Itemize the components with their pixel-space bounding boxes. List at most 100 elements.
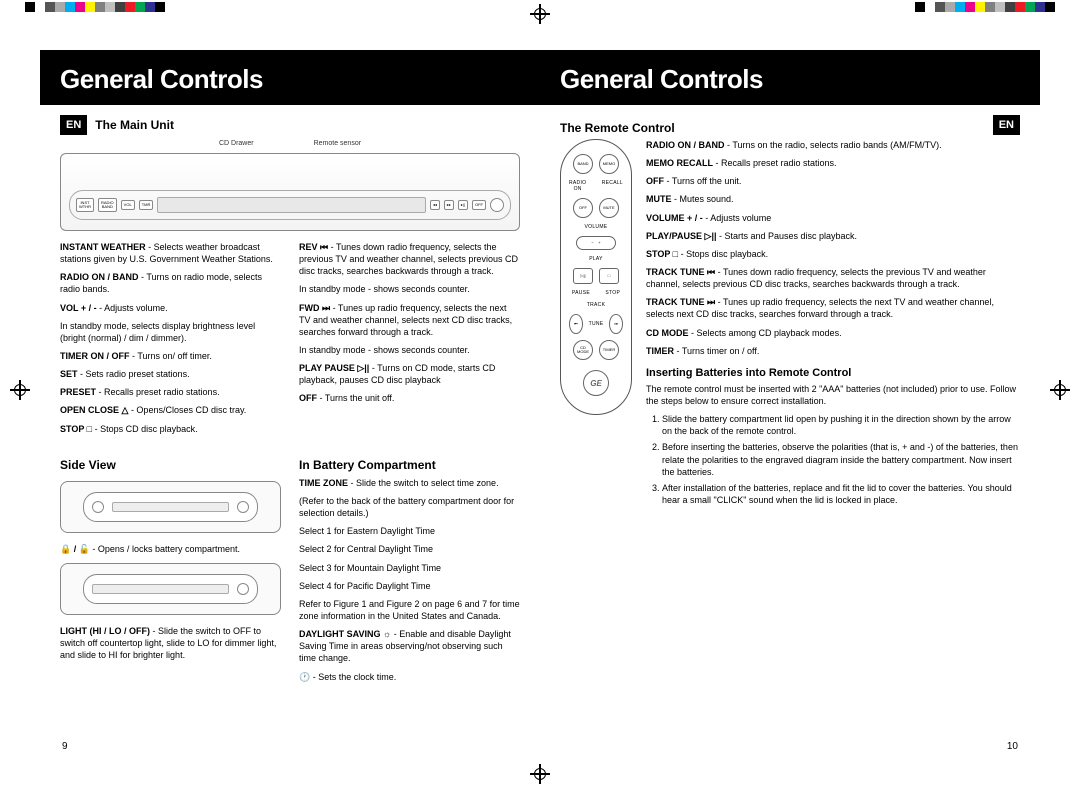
description-item: Refer to Figure 1 and Figure 2 on page 6… xyxy=(299,598,520,622)
description-item: MEMO RECALL - Recalls preset radio stati… xyxy=(646,157,1020,169)
remote-btn-stop: □ xyxy=(599,268,619,284)
mud-btn: ◂◂ xyxy=(430,200,440,210)
color-swatch xyxy=(55,2,65,12)
color-swatch xyxy=(25,2,35,12)
remote-label: PAUSE xyxy=(572,290,590,296)
term-text: - Tunes up radio frequency, selects the … xyxy=(299,303,512,337)
color-swatch xyxy=(35,2,45,12)
color-swatch xyxy=(1005,2,1015,12)
term-text: - Opens/Closes CD disc tray. xyxy=(128,405,246,415)
color-swatch xyxy=(975,2,985,12)
term: OFF xyxy=(299,393,317,403)
remote-btn-cdmode: CD MODE xyxy=(573,340,593,360)
term-text: - Starts and Pauses disc playback. xyxy=(716,231,857,241)
term: SET xyxy=(60,369,78,379)
color-swatch xyxy=(925,2,935,12)
term: VOLUME + / - xyxy=(646,213,703,223)
term: RADIO ON / BAND xyxy=(60,272,139,282)
color-swatch xyxy=(995,2,1005,12)
color-swatch xyxy=(965,2,975,12)
term-text: (Refer to the back of the battery compar… xyxy=(299,496,514,518)
description-item: STOP □ - Stops disc playback. xyxy=(646,248,1020,260)
term-text: - Turns off the unit. xyxy=(664,176,741,186)
battery-step: Slide the battery compartment lid open b… xyxy=(662,413,1020,437)
term-text: - Sets radio preset stations. xyxy=(78,369,190,379)
color-swatch xyxy=(65,2,75,12)
term: TRACK TUNE ⏮ xyxy=(646,267,715,277)
description-item: RADIO ON / BAND - Turns on radio mode, s… xyxy=(60,271,281,295)
description-item: RADIO ON / BAND - Turns on the radio, se… xyxy=(646,139,1020,151)
description-item: Select 3 for Mountain Daylight Time xyxy=(299,562,520,574)
remote-btn-mute: MUTE xyxy=(599,198,619,218)
remote-label: TUNE xyxy=(589,321,604,327)
mud-btn: ▸|| xyxy=(458,200,468,210)
term-text: - Stops CD disc playback. xyxy=(92,424,198,434)
color-bars-left xyxy=(25,2,165,12)
color-swatch xyxy=(1025,2,1035,12)
mud-btn: VOL xyxy=(121,200,135,210)
description-item: Select 4 for Pacific Daylight Time xyxy=(299,580,520,592)
side-view-diagram-2 xyxy=(60,563,281,615)
remote-label: STOP xyxy=(605,290,620,296)
remote-btn-off: OFF xyxy=(573,198,593,218)
mud-btn: ▸▸ xyxy=(444,200,454,210)
term-text: - Mutes sound. xyxy=(672,194,734,204)
term: DAYLIGHT SAVING ☼ xyxy=(299,629,391,639)
color-swatch xyxy=(95,2,105,12)
color-bars-right xyxy=(915,2,1055,12)
mud-screen xyxy=(157,197,426,213)
color-swatch xyxy=(1045,2,1055,12)
page-number-10: 10 xyxy=(1007,741,1018,752)
term: 🔒 / 🔓 xyxy=(60,544,90,554)
remote-desc-col: RADIO ON / BAND - Turns on the radio, se… xyxy=(646,139,1020,357)
term-text: - Recalls preset radio stations. xyxy=(96,387,220,397)
term-text: - Slide the switch to select time zone. xyxy=(348,478,499,488)
description-item: REV ⏮ - Tunes down radio frequency, sele… xyxy=(299,241,520,277)
remote-btn-volume: − + xyxy=(576,236,616,250)
main-unit-col-left: INSTANT WEATHER - Selects weather broadc… xyxy=(60,241,281,441)
color-swatch xyxy=(145,2,155,12)
description-item: CD MODE - Selects among CD playback mode… xyxy=(646,327,1020,339)
color-swatch xyxy=(1035,2,1045,12)
color-swatch xyxy=(105,2,115,12)
color-swatch xyxy=(915,2,925,12)
color-swatch xyxy=(115,2,125,12)
description-item: TIME ZONE - Slide the switch to select t… xyxy=(299,477,520,489)
remote-btn-next: ⏭ xyxy=(609,314,623,334)
description-item: TRACK TUNE ⏮ - Tunes down radio frequenc… xyxy=(646,266,1020,290)
term-text: - Turns on the radio, selects radio band… xyxy=(725,140,942,150)
term: PRESET xyxy=(60,387,96,397)
title-text: General Controls xyxy=(60,64,263,94)
description-item: Select 2 for Central Daylight Time xyxy=(299,543,520,555)
remote-label: TRACK xyxy=(587,302,605,308)
term: MEMO RECALL xyxy=(646,158,713,168)
side-view-heading: Side View xyxy=(60,457,281,473)
description-item: FWD ⏭ - Tunes up radio frequency, select… xyxy=(299,302,520,338)
page-title-left: General Controls xyxy=(40,50,540,105)
term: MUTE xyxy=(646,194,672,204)
term-text: - Turns on/ off timer. xyxy=(130,351,212,361)
remote-btn-play: ▷|| xyxy=(573,268,593,284)
color-swatch xyxy=(85,2,95,12)
term: TIMER xyxy=(646,346,674,356)
description-item: INSTANT WEATHER - Selects weather broadc… xyxy=(60,241,281,265)
description-item: SET - Sets radio preset stations. xyxy=(60,368,281,380)
term-text: - Tunes down radio frequency, selects th… xyxy=(299,242,518,276)
term-text: Select 4 for Pacific Daylight Time xyxy=(299,581,431,591)
battery-step: Before inserting the batteries, observe … xyxy=(662,441,1020,477)
color-swatch xyxy=(955,2,965,12)
description-item: PLAY PAUSE ▷|| - Turns on CD mode, start… xyxy=(299,362,520,386)
page-10: General Controls The Remote Control EN B… xyxy=(540,28,1040,760)
term: STOP □ xyxy=(60,424,92,434)
term: 🕐 xyxy=(299,672,310,682)
term: CD MODE xyxy=(646,328,689,338)
term: REV ⏮ xyxy=(299,242,328,252)
color-swatch xyxy=(1015,2,1025,12)
description-item: 🕐 - Sets the clock time. xyxy=(299,671,520,683)
term-text: - Adjusts volume. xyxy=(97,303,168,313)
term-text: - Stops disc playback. xyxy=(678,249,768,259)
term-text: Select 1 for Eastern Daylight Time xyxy=(299,526,435,536)
mud-btn: TMR xyxy=(139,200,154,210)
color-swatch xyxy=(135,2,145,12)
description-item: In standby mode - shows seconds counter. xyxy=(299,344,520,356)
